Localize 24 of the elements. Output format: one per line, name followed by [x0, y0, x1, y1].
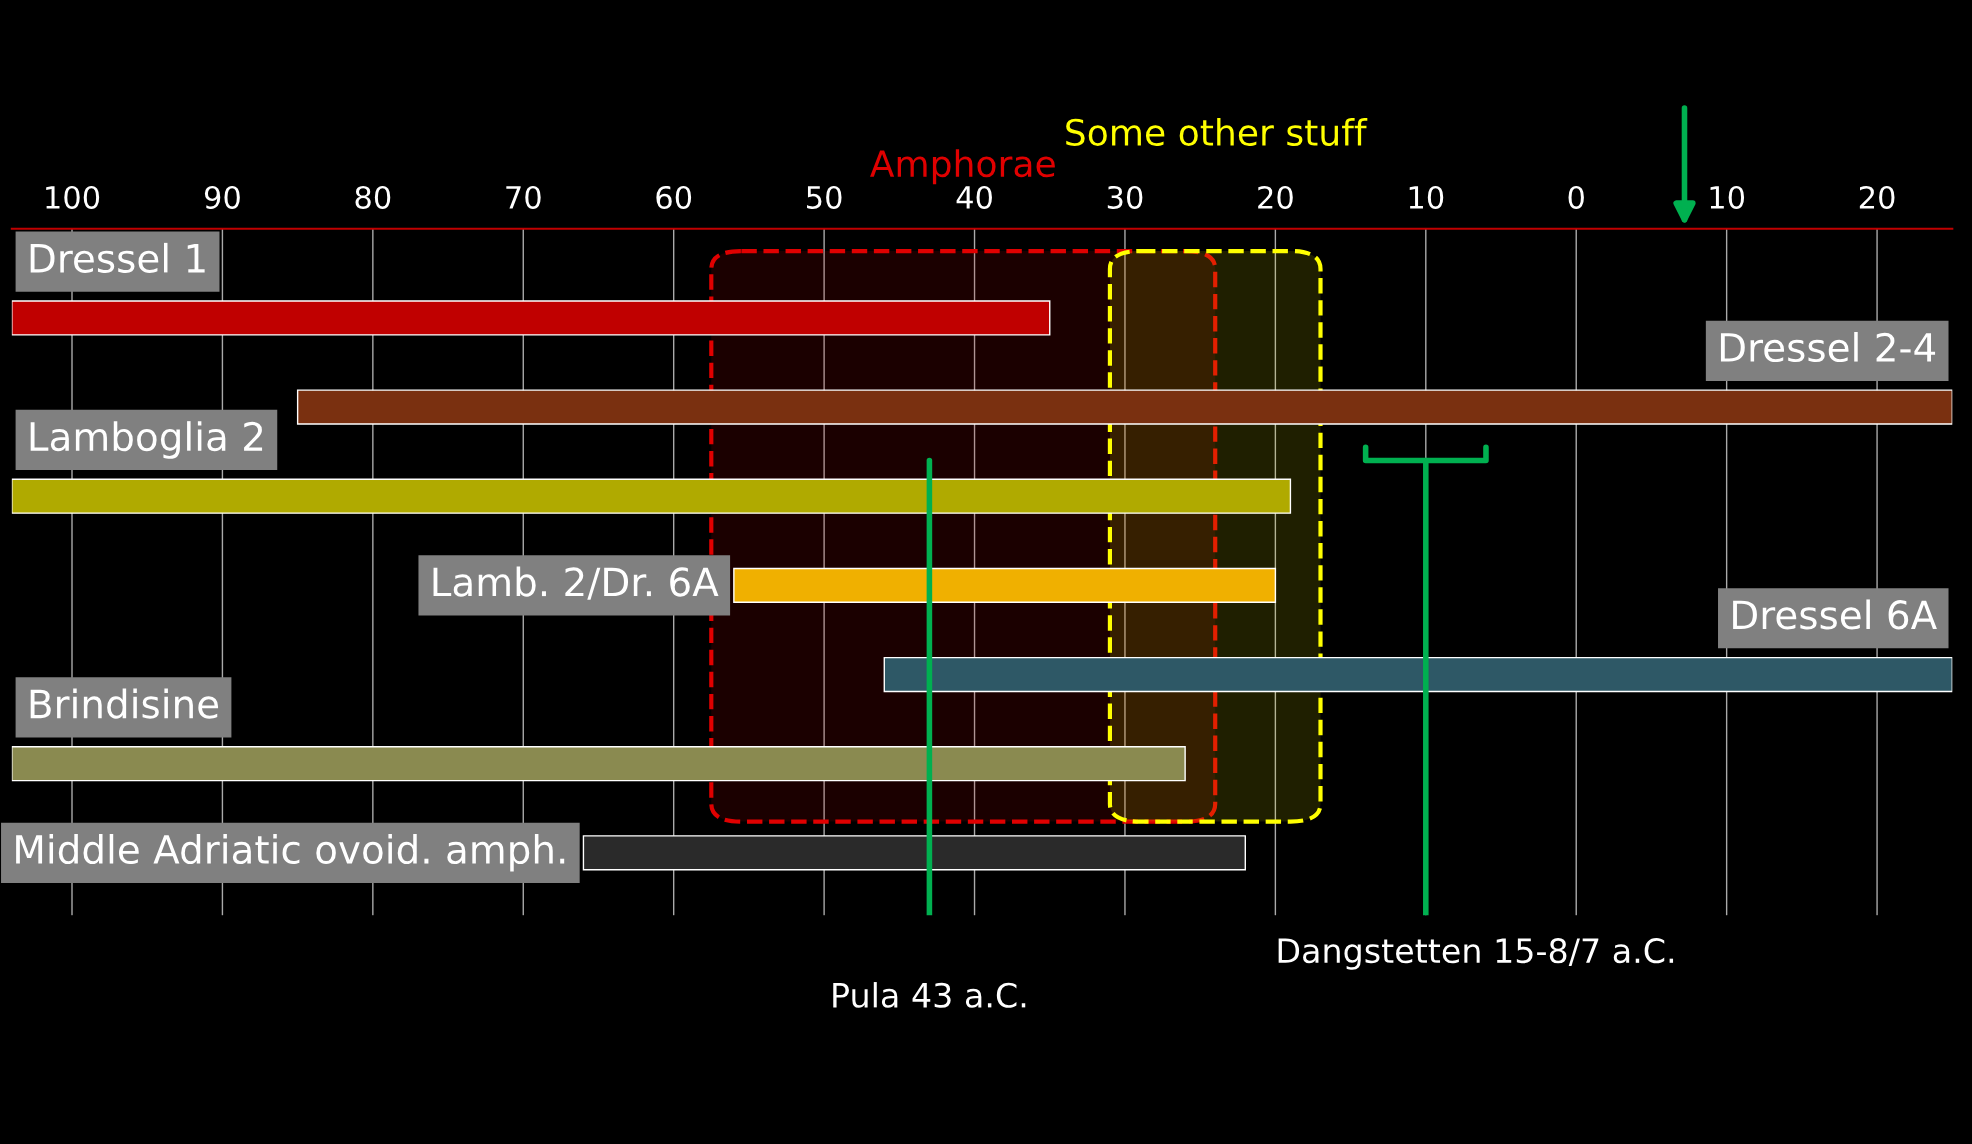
y-tick-label: Dressel 2-4	[1720, 332, 1936, 363]
y-tick-label: Middle Adriatic ovoid. amph.	[16, 833, 565, 872]
ref-line-label: Pula 43 a.C.	[833, 982, 1026, 1008]
band-label: Some other stuff	[1066, 118, 1368, 147]
x-tick-label: 10	[1710, 185, 1745, 209]
y-tick-label: Lamboglia 2	[30, 421, 263, 459]
x-tick-label: 100	[46, 185, 100, 209]
ref-line-label: Dangstetten 15-8/7 a.C.	[1278, 938, 1674, 970]
x-tick-label: 0	[1568, 185, 1584, 209]
x-tick-label: 10	[1409, 185, 1444, 209]
x-tick-label: 70	[506, 185, 541, 209]
y-tick-label: Dressel 1	[30, 242, 205, 273]
x-tick-label: 60	[656, 185, 692, 209]
x-tick-label: 30	[1107, 185, 1143, 209]
y-tick-label: Dressel 6A	[1733, 599, 1937, 630]
x-tick-label: 40	[956, 185, 992, 209]
x-tick-label: 90	[204, 185, 240, 209]
x-tick-label: 20	[1859, 185, 1895, 209]
y-tick-label: Lamb. 2/Dr. 6A	[433, 566, 719, 600]
x-tick-label: 50	[807, 185, 842, 209]
y-tick-label: Brindisine	[30, 688, 219, 719]
x-tick-label: 20	[1258, 185, 1293, 209]
x-tick-label: 80	[355, 185, 391, 209]
band-label: Amphorae	[870, 149, 1055, 185]
